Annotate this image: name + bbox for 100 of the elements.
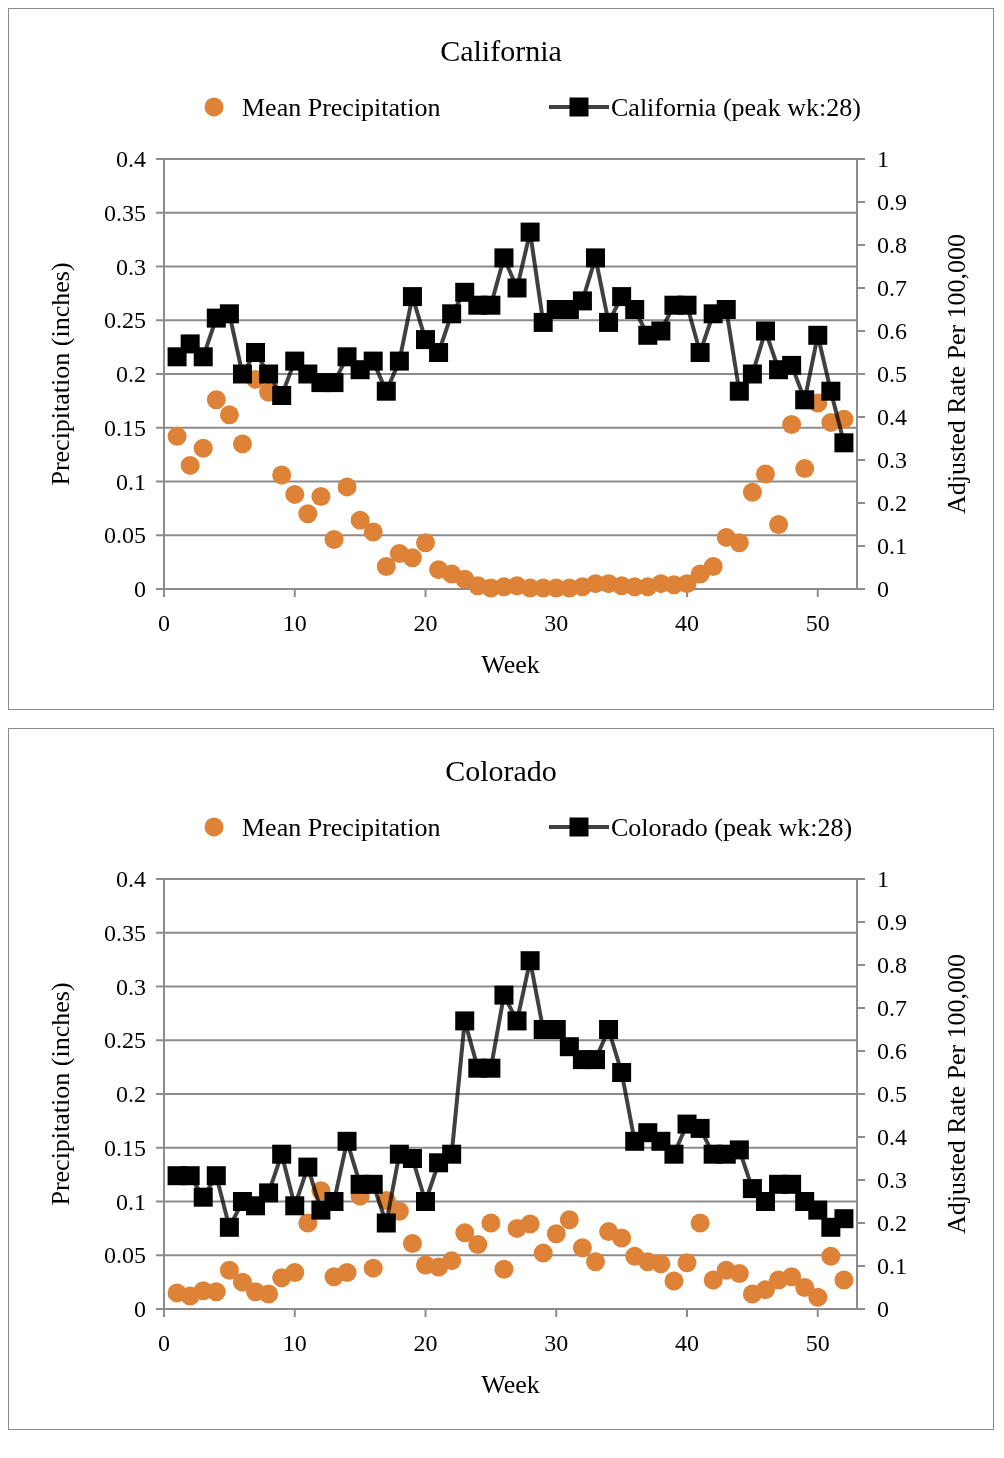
point (442, 304, 462, 324)
y-tick-label: 0.15 (104, 414, 146, 441)
point (442, 1144, 462, 1164)
point (337, 477, 357, 497)
point (821, 381, 841, 401)
point (651, 321, 671, 341)
y2-tick-label: 0.4 (877, 1124, 907, 1150)
point (259, 1284, 279, 1304)
point (729, 381, 749, 401)
y2-tick-label: 0.8 (877, 952, 907, 978)
point (782, 1174, 802, 1194)
y2-tick-label: 0.2 (877, 1210, 907, 1236)
x-tick-label: 30 (544, 610, 569, 636)
point (585, 248, 605, 268)
point (755, 464, 775, 484)
point (324, 530, 344, 550)
y-axis-title: Precipitation (inches) (46, 982, 75, 1206)
point (481, 1213, 501, 1233)
y2-tick-label: 0.7 (877, 995, 907, 1021)
y2-tick-label: 0.9 (877, 909, 907, 935)
point (703, 1270, 723, 1290)
point (363, 1174, 383, 1194)
y-tick-label: 0.1 (116, 468, 146, 495)
y2-tick-label: 0.1 (877, 1253, 907, 1279)
point (376, 556, 396, 576)
point (363, 1258, 383, 1278)
point (533, 312, 553, 332)
point (755, 1280, 775, 1300)
point (664, 1144, 684, 1164)
point (703, 556, 723, 576)
point (520, 222, 540, 242)
y2-tick-label: 0.6 (877, 318, 907, 344)
y-tick-label: 0 (134, 576, 146, 602)
point (795, 390, 815, 410)
point (324, 373, 344, 393)
legend-label: California (peak wk:28) (611, 93, 861, 122)
point (246, 343, 266, 362)
y-tick-label: 0.35 (104, 919, 146, 946)
point (742, 364, 762, 384)
point (298, 1157, 318, 1177)
point (795, 1278, 815, 1297)
point (219, 405, 239, 425)
x-tick-label: 0 (158, 1330, 170, 1356)
legend-label: Mean Precipitation (242, 813, 441, 842)
x-tick-label: 40 (675, 610, 700, 636)
point (782, 415, 802, 435)
point (455, 1011, 475, 1031)
point (795, 459, 815, 479)
point (206, 1282, 226, 1302)
point (416, 533, 436, 553)
point (677, 1253, 697, 1273)
y2-tick-label: 0 (877, 1296, 889, 1322)
point (533, 1243, 553, 1263)
point (834, 1209, 854, 1229)
point (507, 1011, 527, 1031)
point (612, 1228, 632, 1248)
point (834, 1270, 854, 1290)
point (782, 1267, 802, 1287)
point (376, 1213, 396, 1233)
point (298, 504, 318, 524)
y2-tick-label: 0 (877, 576, 889, 602)
point (546, 1224, 566, 1244)
point (481, 1058, 501, 1078)
x-tick-label: 30 (544, 1330, 569, 1356)
point (742, 1179, 762, 1199)
point (585, 1252, 605, 1272)
y-tick-label: 0.25 (104, 307, 146, 334)
legend-label: Colorado (peak wk:28) (611, 813, 853, 842)
point (167, 426, 187, 446)
point (729, 1140, 749, 1160)
x-tick-label: 50 (805, 610, 830, 636)
chart-title: California (440, 34, 562, 67)
point (651, 1131, 671, 1151)
y2-tick-label: 0.4 (877, 404, 907, 430)
point (612, 1063, 632, 1082)
point (180, 455, 200, 475)
point (350, 510, 370, 530)
point (402, 1149, 422, 1168)
point (755, 1192, 775, 1211)
point (625, 300, 645, 319)
point (285, 484, 305, 504)
point (507, 278, 527, 298)
y2-tick-label: 0.8 (877, 232, 907, 258)
point (219, 1217, 239, 1237)
point (612, 287, 632, 307)
y-tick-label: 0.35 (104, 199, 146, 226)
y2-tick-label: 0.2 (877, 490, 907, 516)
point (232, 1272, 252, 1292)
point (690, 1118, 710, 1138)
point (729, 1264, 749, 1284)
y2-tick-label: 0.3 (877, 447, 907, 473)
point (559, 1037, 579, 1057)
x-tick-label: 20 (413, 610, 438, 636)
y2-tick-label: 0.5 (877, 361, 907, 387)
point (337, 1131, 357, 1151)
point (834, 433, 854, 453)
point (180, 1166, 200, 1186)
y2-tick-label: 1 (877, 866, 889, 892)
point (520, 1214, 540, 1234)
point (193, 347, 213, 367)
